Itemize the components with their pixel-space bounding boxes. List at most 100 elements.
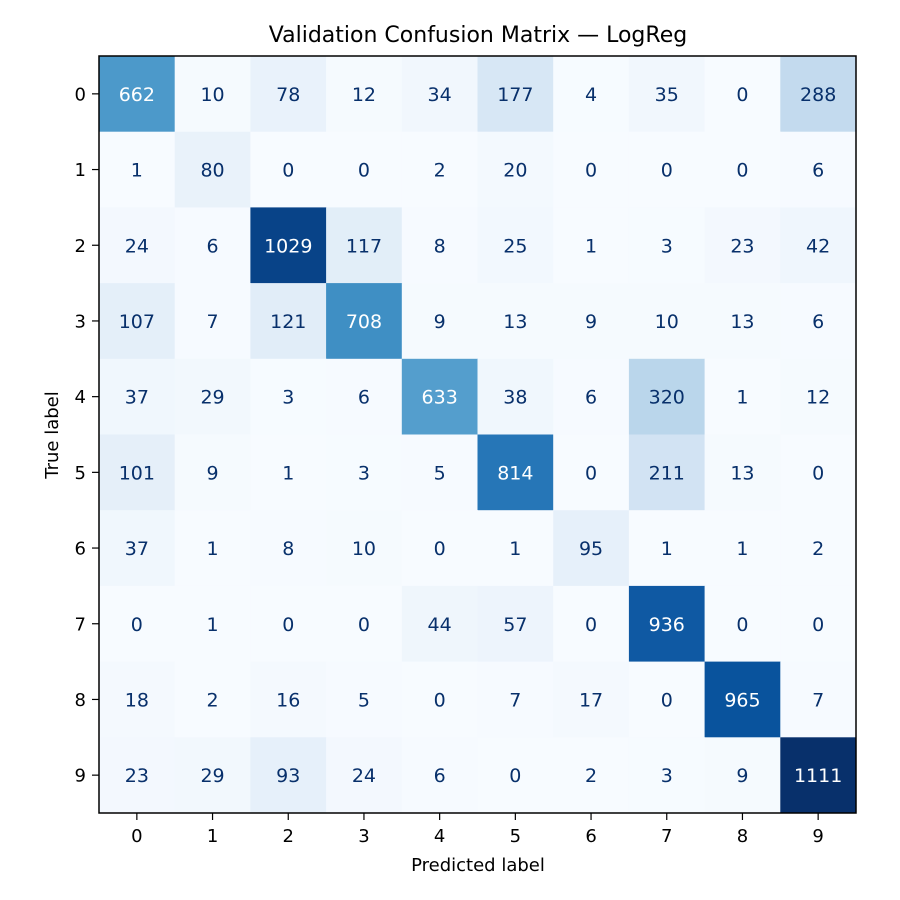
heatmap-cell — [477, 737, 554, 814]
cell-value-label: 18 — [125, 689, 149, 711]
cell-value-label: 5 — [434, 462, 446, 484]
x-tick-label: 4 — [434, 826, 445, 847]
cell-value-label: 10 — [200, 84, 224, 106]
cell-value-label: 0 — [661, 689, 673, 711]
cell-value-label: 23 — [730, 235, 754, 257]
heatmap-cell — [174, 56, 251, 133]
y-axis-ticks: 0 1 2 3 4 5 6 7 8 9 — [75, 84, 99, 787]
cell-value-label: 24 — [125, 235, 149, 257]
heatmap-cell — [628, 56, 706, 133]
heatmap-cell — [553, 358, 630, 435]
heatmap-cell — [477, 510, 554, 587]
cell-value-label: 101 — [119, 462, 155, 484]
cell-value-label: 6 — [812, 160, 824, 182]
cell-value-label: 24 — [352, 765, 376, 787]
cell-value-label: 37 — [125, 538, 149, 560]
heatmap-cell — [326, 131, 403, 208]
cell-value-label: 0 — [585, 614, 597, 636]
cell-value-label: 3 — [358, 462, 370, 484]
heatmap-cell — [174, 131, 251, 208]
heatmap-cell — [553, 283, 630, 360]
heatmap-cell — [477, 358, 554, 435]
heatmap-cell — [704, 358, 781, 435]
heatmap-cell — [704, 131, 781, 208]
x-axis-label: Predicted label — [411, 855, 545, 876]
cell-value-label: 4 — [585, 84, 597, 106]
cell-value-label: 0 — [509, 765, 521, 787]
heatmap-cell — [780, 434, 857, 511]
cell-value-label: 0 — [434, 689, 446, 711]
cell-value-label: 3 — [282, 387, 294, 409]
heatmap-cell — [704, 207, 781, 284]
cell-value-label: 320 — [649, 387, 685, 409]
x-tick-label: 3 — [358, 826, 369, 847]
x-tick-label: 9 — [812, 826, 823, 847]
cell-value-label: 0 — [282, 614, 294, 636]
cell-value-label: 1 — [207, 538, 219, 560]
cell-value-label: 95 — [579, 538, 603, 560]
heatmap-cell — [326, 661, 403, 738]
heatmap-cell — [401, 283, 478, 360]
y-tick-label: 9 — [75, 766, 86, 787]
cell-value-label: 0 — [736, 84, 748, 106]
cell-value-label: 7 — [207, 311, 219, 333]
cell-value-label: 814 — [497, 462, 533, 484]
heatmap-cell — [780, 207, 857, 284]
cell-value-label: 6 — [434, 765, 446, 787]
cell-value-label: 44 — [428, 614, 452, 636]
cell-value-label: 0 — [358, 160, 370, 182]
heatmap-cell — [780, 56, 857, 133]
heatmap-cell — [326, 56, 403, 133]
heatmap-cell — [250, 358, 327, 435]
cell-value-label: 1029 — [264, 235, 312, 257]
cell-value-label: 1 — [509, 538, 521, 560]
cell-value-label: 2 — [207, 689, 219, 711]
cell-value-label: 0 — [736, 160, 748, 182]
cell-value-label: 9 — [434, 311, 446, 333]
heatmap-cell — [401, 207, 478, 284]
heatmap-cell — [553, 510, 630, 587]
heatmap-cell — [780, 131, 857, 208]
heatmap-cell — [628, 661, 706, 738]
cell-value-label: 20 — [503, 160, 527, 182]
heatmap-cell — [780, 737, 857, 814]
cell-value-label: 2 — [812, 538, 824, 560]
cell-value-label: 12 — [352, 84, 376, 106]
heatmap-cell — [250, 585, 327, 663]
cell-value-label: 633 — [422, 387, 458, 409]
heatmap-cell — [553, 56, 630, 133]
heatmap-cell — [628, 737, 706, 814]
cell-value-label: 0 — [585, 462, 597, 484]
cell-value-label: 1 — [585, 235, 597, 257]
heatmap-cell — [326, 207, 403, 284]
heatmap-cell — [401, 661, 478, 738]
cell-value-label: 34 — [428, 84, 452, 106]
heatmap-cell — [99, 434, 176, 511]
cell-value-label: 6 — [585, 387, 597, 409]
cell-value-label: 1 — [131, 160, 143, 182]
heatmap-cell — [553, 737, 630, 814]
cell-value-label: 29 — [200, 765, 224, 787]
heatmap-cell — [628, 131, 706, 208]
cell-value-label: 0 — [358, 614, 370, 636]
heatmap-cell — [477, 585, 554, 663]
heatmap-cell — [99, 661, 176, 738]
y-tick-label: 3 — [75, 311, 86, 332]
heatmap-cell — [326, 737, 403, 814]
heatmap-cell — [780, 283, 857, 360]
heatmap-cell — [553, 661, 630, 738]
heatmap-cell — [401, 358, 478, 435]
cell-value-label: 0 — [812, 614, 824, 636]
cell-value-label: 1 — [736, 387, 748, 409]
cell-value-label: 0 — [131, 614, 143, 636]
cell-value-label: 57 — [503, 614, 527, 636]
x-tick-label: 1 — [207, 826, 218, 847]
heatmap-cell — [326, 358, 403, 435]
heatmap-cell — [250, 56, 327, 133]
heatmap-cell — [250, 283, 327, 360]
heatmap-cell — [99, 283, 176, 360]
heatmap-cell — [250, 661, 327, 738]
heatmap-cell — [628, 510, 706, 587]
heatmap-cell — [174, 661, 251, 738]
